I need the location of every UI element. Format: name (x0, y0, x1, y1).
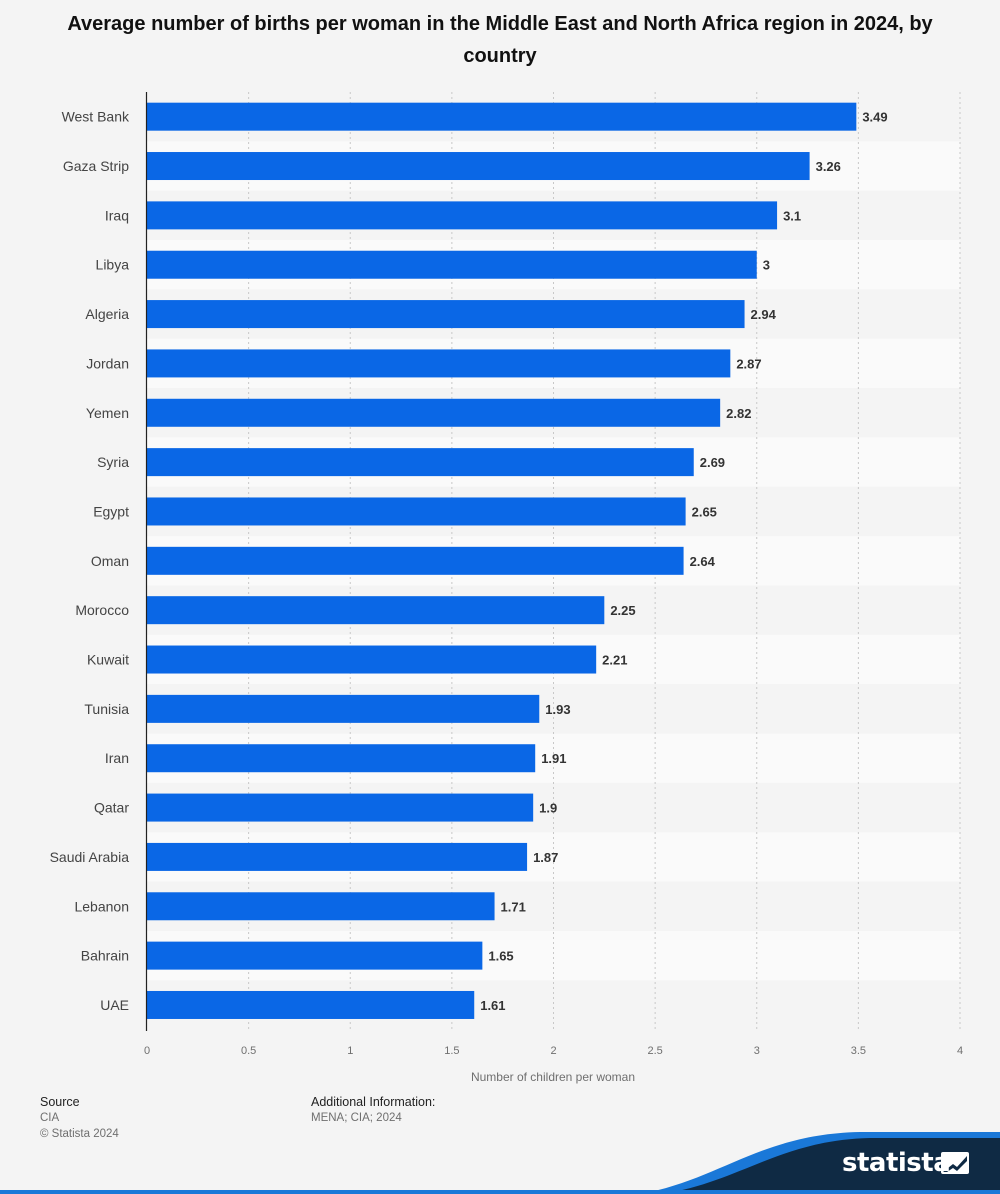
value-label: 2.25 (610, 603, 635, 618)
category-label: Bahrain (81, 948, 129, 964)
value-label: 2.69 (700, 455, 725, 470)
bar (147, 694, 540, 723)
category-label: Yemen (86, 405, 129, 421)
category-label: Iran (105, 750, 129, 766)
category-label: Morocco (75, 602, 129, 618)
category-label: Qatar (94, 800, 129, 816)
chart-title: Average number of births per woman in th… (67, 13, 933, 67)
category-label: Iraq (105, 207, 129, 223)
x-tick-label: 1.5 (444, 1045, 459, 1057)
value-label: 1.65 (488, 949, 513, 964)
bar (147, 744, 536, 773)
bar (147, 990, 475, 1019)
bar (147, 941, 483, 970)
x-axis-title: Number of children per woman (471, 1070, 635, 1084)
bar (147, 596, 605, 625)
value-label: 3.1 (783, 208, 801, 223)
bar (147, 842, 528, 871)
category-label: Oman (91, 553, 129, 569)
x-tick-label: 2 (550, 1045, 556, 1057)
value-label: 2.21 (602, 653, 627, 668)
bar (147, 497, 686, 526)
value-label: 2.87 (736, 356, 761, 371)
bar (147, 645, 597, 674)
value-label: 1.91 (541, 751, 566, 766)
bar (147, 152, 810, 181)
statista-wordmark: statista (842, 1148, 951, 1178)
value-label: 2.64 (690, 554, 716, 569)
additional-info-value: MENA; CIA; 2024 (311, 1112, 402, 1124)
additional-info-label: Additional Information: (311, 1095, 436, 1109)
bar (147, 546, 684, 575)
bar (147, 300, 745, 329)
value-label: 3 (763, 258, 770, 273)
brand-bottom-line (0, 1190, 1000, 1194)
value-label: 1.87 (533, 850, 558, 865)
category-label: Saudi Arabia (50, 849, 130, 865)
bar (147, 102, 857, 131)
x-tick-label: 3 (754, 1045, 760, 1057)
category-label: Lebanon (74, 898, 129, 914)
bar (147, 448, 694, 477)
bar (147, 349, 731, 378)
bar (147, 398, 721, 427)
copyright: © Statista 2024 (40, 1128, 119, 1140)
x-tick-label: 3.5 (851, 1045, 866, 1057)
category-label: Egypt (93, 503, 129, 519)
category-label: Jordan (86, 355, 129, 371)
x-tick-label: 1 (347, 1045, 353, 1057)
statista-logo-icon (941, 1152, 969, 1174)
value-label: 3.26 (816, 159, 841, 174)
bar (147, 201, 778, 230)
bar-chart: West Bank Gaza Strip Iraq Libya Algeria Jorda… (50, 92, 963, 1084)
value-label: 3.49 (862, 110, 887, 125)
category-label: Algeria (85, 306, 129, 322)
category-label: West Bank (62, 109, 130, 125)
value-label: 1.71 (501, 899, 526, 914)
value-label: 1.93 (545, 702, 570, 717)
category-label: Kuwait (87, 652, 129, 668)
value-label: 2.82 (726, 406, 751, 421)
value-label: 1.61 (480, 998, 505, 1013)
value-label: 2.65 (692, 504, 717, 519)
bar (147, 250, 757, 279)
x-tick-label: 4 (957, 1045, 963, 1057)
category-label: UAE (100, 997, 129, 1013)
brand-banner (0, 1132, 1000, 1194)
x-tick-label: 0 (144, 1045, 150, 1057)
value-label: 2.94 (751, 307, 777, 322)
category-label: Syria (97, 454, 129, 470)
source-block: Source CIA © Statista 2024 (40, 1094, 119, 1142)
source-label: Source (40, 1095, 80, 1109)
category-label: Libya (96, 257, 130, 273)
value-label: 1.9 (539, 801, 557, 816)
bar (147, 892, 495, 921)
bar (147, 793, 534, 822)
brand-navy-swoosh (662, 1138, 1000, 1194)
x-tick-label: 0.5 (241, 1045, 256, 1057)
source-value: CIA (40, 1112, 60, 1124)
additional-info-block: Additional Information: MENA; CIA; 2024 (311, 1094, 435, 1126)
x-tick-label: 2.5 (647, 1045, 662, 1057)
category-label: Gaza Strip (63, 158, 129, 174)
category-label: Tunisia (84, 701, 129, 717)
